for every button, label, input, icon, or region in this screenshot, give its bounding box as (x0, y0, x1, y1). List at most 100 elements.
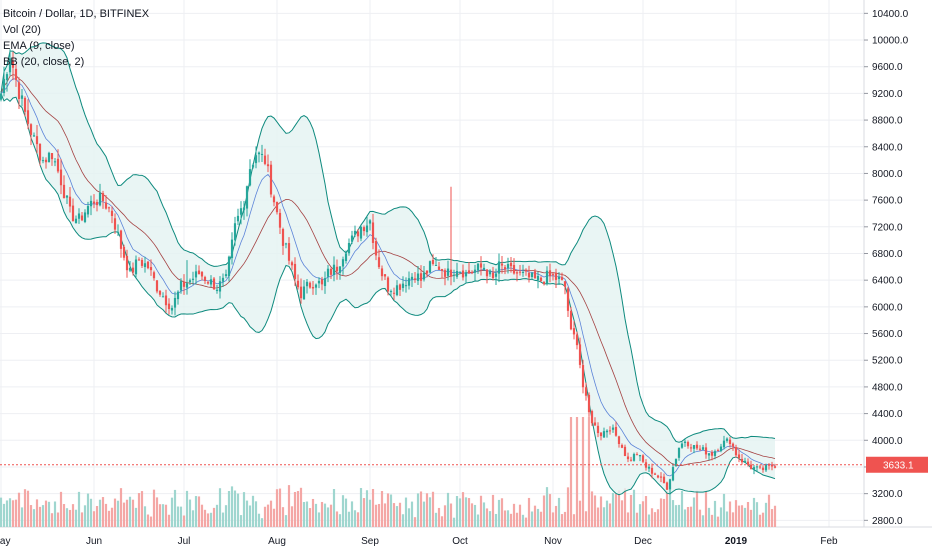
candle-body (668, 479, 672, 490)
candle-body (143, 263, 147, 268)
candle-body (452, 274, 456, 276)
volume-bar (218, 488, 222, 527)
candle-body (725, 438, 729, 441)
candle-body (110, 210, 114, 216)
candle-body (476, 263, 480, 271)
candle-body (152, 272, 156, 279)
candle-body (284, 243, 288, 245)
candle-body (530, 272, 534, 277)
price-axis-label: 6400.0 (872, 276, 903, 287)
candle-body (278, 212, 282, 228)
volume-bar (323, 503, 327, 527)
candle-body (716, 450, 720, 452)
candle-body (542, 281, 546, 284)
candle-body (590, 411, 594, 424)
candle-body (203, 277, 207, 281)
candle-body (539, 277, 543, 281)
candle-body (491, 272, 495, 279)
time-axis-label: Jun (86, 536, 102, 547)
volume-bar (740, 505, 744, 527)
candle-body (263, 155, 267, 164)
volume-bar (0, 497, 3, 527)
time-axis-label: 2019 (725, 536, 748, 547)
volume-bar (353, 510, 357, 527)
volume-bar (698, 509, 702, 527)
price-axis-label: 5600.0 (872, 329, 903, 340)
volume-bar (362, 498, 366, 527)
volume-bar (170, 497, 174, 527)
ema-indicator-label[interactable]: EMA (9, close) (3, 40, 75, 52)
volume-bar (557, 497, 561, 527)
volume-bar (359, 487, 363, 527)
candle-body (332, 264, 336, 275)
volume-bar (176, 506, 180, 527)
price-axis-label: 4000.0 (872, 436, 903, 447)
candle-body (425, 270, 429, 274)
candle-body (563, 281, 567, 287)
volume-bar (575, 417, 579, 527)
candle-body (353, 230, 357, 235)
volume-bar (14, 499, 18, 527)
symbol-title[interactable]: Bitcoin / Dollar, 1D, BITFINEX (3, 8, 150, 20)
volume-bar (107, 510, 111, 527)
candle-body (134, 259, 138, 275)
candle-body (341, 259, 345, 267)
candle-body (464, 272, 468, 277)
volume-bar (458, 498, 462, 527)
price-axis-label: 10000.0 (872, 36, 909, 47)
volume-bar (467, 498, 471, 527)
volume-bar (188, 499, 192, 527)
volume-bar (47, 501, 51, 527)
price-axis-label: 4800.0 (872, 382, 903, 393)
candle-body (260, 153, 264, 155)
volume-bar (527, 497, 531, 527)
candle-body (293, 263, 297, 280)
candle-body (359, 226, 363, 239)
candle-body (146, 261, 150, 269)
volume-bar (737, 505, 741, 527)
candle-body (119, 230, 123, 249)
volume-bar (158, 504, 162, 527)
volume-bar (206, 513, 210, 527)
candle-body (173, 297, 177, 308)
volume-bar (80, 512, 84, 527)
volume-bar (161, 504, 165, 527)
candle-body (557, 276, 561, 280)
volume-bar (281, 507, 285, 527)
volume-bar (260, 518, 264, 527)
bollinger-middle-band (0, 74, 776, 467)
candle-body (365, 225, 369, 233)
candle-body (524, 270, 528, 272)
volume-bar (431, 491, 435, 527)
candle-body (275, 201, 279, 213)
candle-body (509, 262, 513, 267)
candle-body (176, 291, 180, 300)
candle-body (764, 464, 768, 471)
candle-body (344, 253, 348, 261)
volume-bar (728, 501, 732, 527)
volume-bar (722, 493, 726, 527)
volume-bar (332, 489, 336, 527)
volume-bar (548, 494, 552, 527)
candle-body (755, 466, 759, 468)
candle-body (413, 278, 417, 280)
candle-body (290, 262, 294, 266)
volume-bar (719, 507, 723, 527)
candle-body (158, 290, 162, 295)
candle-body (227, 256, 231, 277)
volume-bar (647, 514, 651, 527)
candle-body (518, 271, 522, 273)
volume-bar (494, 513, 498, 527)
volume-indicator-label[interactable]: Vol (20) (3, 24, 41, 36)
candle-body (446, 268, 450, 276)
volume-bar (641, 501, 645, 527)
volume-bar (74, 509, 78, 527)
candle-body (257, 152, 261, 155)
bollinger-indicator-label[interactable]: BB (20, close, 2) (3, 56, 85, 68)
candle-body (362, 227, 366, 232)
volume-bar (602, 507, 606, 527)
volume-bar (662, 498, 666, 527)
volume-bar (302, 501, 306, 527)
